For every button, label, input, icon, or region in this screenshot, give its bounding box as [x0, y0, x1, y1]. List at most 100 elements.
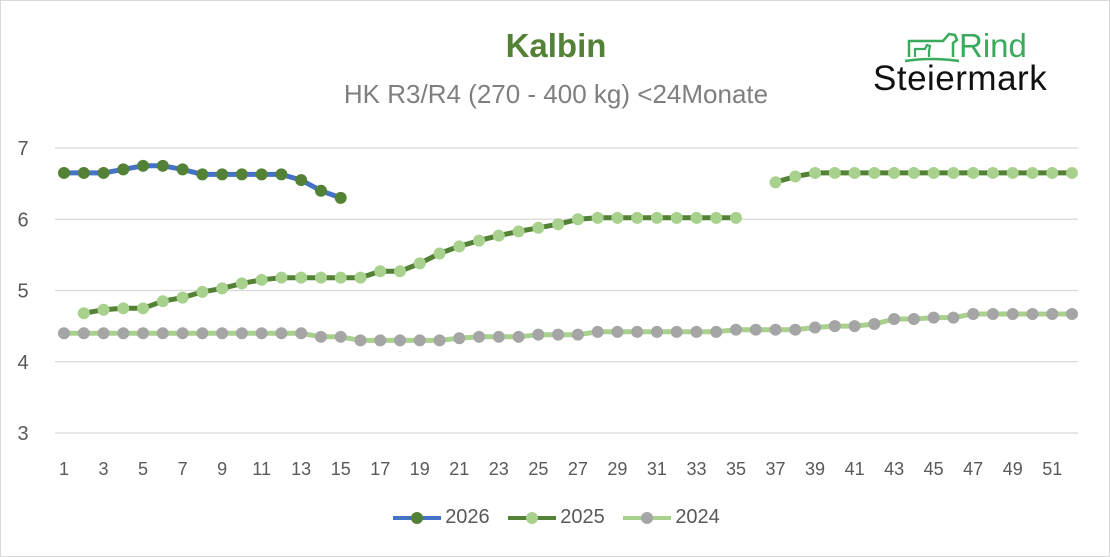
x-tick-label: 1 — [59, 459, 69, 479]
legend-item-2026: 2026 — [392, 506, 490, 529]
data-point — [710, 211, 723, 224]
data-point — [868, 317, 881, 330]
data-point — [986, 308, 999, 321]
data-point — [77, 327, 90, 340]
data-point — [512, 225, 525, 238]
data-point — [216, 327, 229, 340]
data-point — [295, 174, 308, 187]
chart-subtitle: HK R3/R4 (270 - 400 kg) <24Monate — [343, 79, 769, 109]
data-point — [492, 229, 505, 242]
legend-swatch-2025-icon — [508, 511, 557, 524]
x-tick-label: 15 — [331, 459, 351, 479]
data-point — [77, 166, 90, 179]
chart-legend: 2026 2025 2024 — [1, 506, 1110, 531]
data-point — [156, 295, 169, 308]
data-point — [334, 191, 347, 204]
x-tick-label: 47 — [963, 459, 983, 479]
x-tick-label: 11 — [252, 459, 271, 479]
data-point — [492, 330, 505, 343]
data-point — [97, 303, 110, 316]
data-point — [433, 247, 446, 260]
data-point — [473, 330, 486, 343]
data-point — [295, 271, 308, 284]
legend-swatch-2024-icon — [623, 511, 672, 524]
data-point — [433, 334, 446, 347]
data-point — [769, 176, 782, 189]
x-tick-label: 25 — [528, 459, 548, 479]
data-point — [196, 168, 209, 181]
data-point — [97, 166, 110, 179]
legend-item-2025: 2025 — [507, 506, 605, 529]
data-point — [907, 166, 920, 179]
data-point — [690, 211, 703, 224]
legend-swatch-2026-icon — [393, 511, 442, 524]
x-tick-label: 39 — [805, 459, 825, 479]
chart-title: Kalbin — [505, 27, 607, 64]
data-point — [334, 330, 347, 343]
data-point — [413, 257, 426, 270]
data-point — [927, 311, 940, 324]
data-point — [927, 166, 940, 179]
data-point — [591, 325, 604, 338]
data-point — [947, 311, 960, 324]
data-point — [611, 325, 624, 338]
data-point — [235, 277, 248, 290]
series-2024 — [58, 308, 1078, 347]
data-point — [255, 273, 268, 286]
data-point — [453, 332, 466, 345]
data-point — [216, 282, 229, 295]
data-point — [77, 307, 90, 320]
data-point — [374, 334, 387, 347]
data-point — [532, 328, 545, 341]
data-point — [828, 166, 841, 179]
data-point — [789, 170, 802, 183]
data-point — [631, 325, 644, 338]
data-point — [275, 168, 288, 181]
x-tick-label: 21 — [449, 459, 469, 479]
data-point — [275, 327, 288, 340]
data-point — [532, 221, 545, 234]
data-point — [848, 320, 861, 333]
data-point — [1026, 308, 1039, 321]
x-tick-label: 23 — [489, 459, 509, 479]
data-point — [58, 327, 70, 340]
data-point — [156, 327, 169, 340]
data-point — [888, 313, 901, 325]
data-point — [650, 211, 663, 224]
data-point — [809, 166, 822, 179]
cow-icon — [904, 32, 960, 63]
data-point — [314, 184, 327, 197]
data-point — [986, 166, 999, 179]
legend-label: 2025 — [560, 506, 605, 528]
y-tick-label: 5 — [17, 281, 28, 303]
x-tick-label: 7 — [178, 459, 188, 479]
data-point — [1006, 166, 1019, 179]
data-point — [512, 330, 525, 343]
data-point — [196, 327, 209, 340]
data-point — [650, 325, 663, 338]
x-tick-label: 19 — [410, 459, 430, 479]
data-point — [354, 271, 367, 284]
data-point — [848, 166, 861, 179]
x-tick-label: 33 — [686, 459, 706, 479]
x-tick-label: 41 — [845, 459, 865, 479]
legend-label: 2026 — [445, 506, 490, 528]
series-2025 — [77, 166, 1078, 320]
data-point — [176, 291, 189, 304]
data-point — [868, 166, 881, 179]
data-point — [196, 285, 209, 298]
data-point — [176, 163, 189, 176]
x-tick-label: 43 — [884, 459, 904, 479]
data-point — [1006, 308, 1019, 321]
data-point — [552, 328, 565, 341]
data-point — [334, 271, 347, 284]
data-point — [314, 271, 327, 284]
data-point — [828, 320, 841, 333]
y-tick-label: 6 — [17, 209, 28, 231]
data-point — [1026, 166, 1039, 179]
data-point — [611, 211, 624, 224]
x-tick-label: 37 — [766, 459, 786, 479]
y-tick-label: 7 — [17, 138, 28, 160]
